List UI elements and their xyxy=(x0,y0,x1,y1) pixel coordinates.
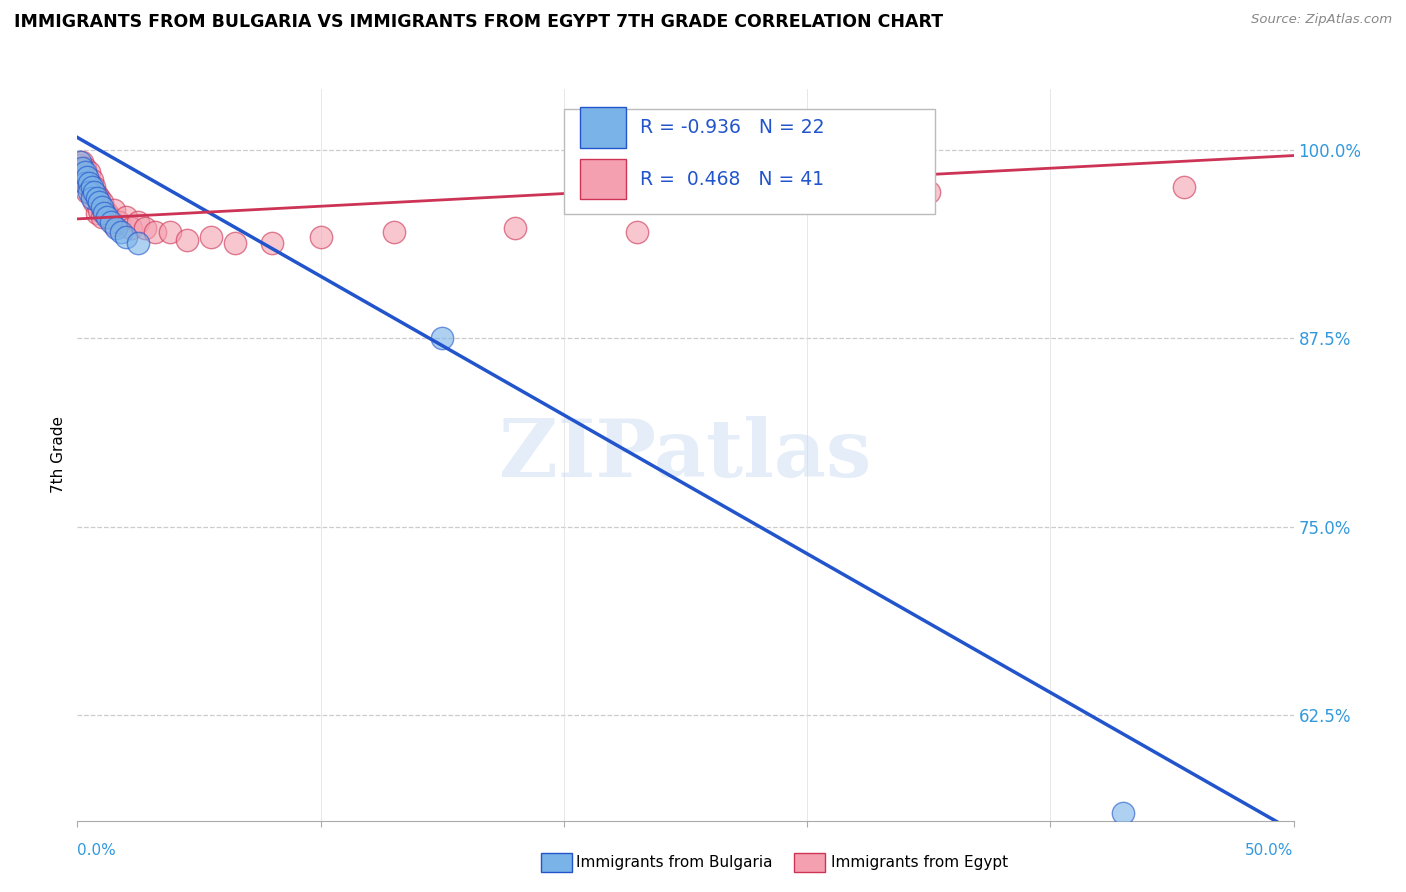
Point xyxy=(89,195,111,210)
Point xyxy=(97,211,120,225)
Point xyxy=(89,202,111,217)
Point xyxy=(70,165,93,179)
Point xyxy=(80,191,103,205)
Text: IMMIGRANTS FROM BULGARIA VS IMMIGRANTS FROM EGYPT 7TH GRADE CORRELATION CHART: IMMIGRANTS FROM BULGARIA VS IMMIGRANTS F… xyxy=(14,13,943,31)
Point xyxy=(110,226,132,240)
Text: R = -0.936   N = 22: R = -0.936 N = 22 xyxy=(640,119,825,137)
Point xyxy=(73,161,96,175)
Point xyxy=(105,221,128,235)
Point xyxy=(143,226,166,240)
Point xyxy=(1173,180,1195,194)
Point xyxy=(79,185,101,199)
Point xyxy=(115,211,138,225)
Point xyxy=(430,331,453,345)
Point xyxy=(93,202,115,217)
Point xyxy=(86,191,108,205)
Point xyxy=(176,233,198,247)
Point xyxy=(73,176,96,190)
Point xyxy=(80,187,103,202)
Point xyxy=(309,230,332,244)
Point xyxy=(73,176,96,190)
Point xyxy=(260,235,283,250)
Text: Immigrants from Bulgaria: Immigrants from Bulgaria xyxy=(576,855,773,870)
Point xyxy=(80,172,103,186)
Point xyxy=(89,191,111,205)
Point xyxy=(200,230,222,244)
Point xyxy=(127,215,149,229)
Point xyxy=(96,206,118,220)
Point xyxy=(70,154,93,169)
Point xyxy=(503,221,526,235)
FancyBboxPatch shape xyxy=(579,108,626,148)
Point xyxy=(115,230,138,244)
Text: ZIPatlas: ZIPatlas xyxy=(499,416,872,494)
Point xyxy=(93,206,115,220)
Text: Source: ZipAtlas.com: Source: ZipAtlas.com xyxy=(1251,13,1392,27)
Point xyxy=(76,169,98,184)
Point xyxy=(79,180,101,194)
Point xyxy=(69,154,91,169)
Point xyxy=(103,218,125,232)
Point xyxy=(1112,806,1135,821)
Point xyxy=(76,185,98,199)
Text: Immigrants from Egypt: Immigrants from Egypt xyxy=(831,855,1008,870)
Point xyxy=(69,158,91,172)
Point xyxy=(90,200,112,214)
Point xyxy=(73,165,96,179)
Point xyxy=(103,202,125,217)
Point xyxy=(79,176,101,190)
Point xyxy=(80,180,103,194)
Point xyxy=(83,185,105,199)
Point xyxy=(79,165,101,179)
Point xyxy=(90,211,112,225)
FancyBboxPatch shape xyxy=(564,109,935,213)
Text: R =  0.468   N = 41: R = 0.468 N = 41 xyxy=(640,169,824,189)
FancyBboxPatch shape xyxy=(579,159,626,199)
Point xyxy=(83,195,105,210)
Point xyxy=(86,187,108,202)
Point xyxy=(382,226,405,240)
Point xyxy=(120,221,142,235)
Point xyxy=(96,211,118,225)
Point xyxy=(86,206,108,220)
Point xyxy=(127,235,149,250)
Point xyxy=(70,161,93,175)
Y-axis label: 7th Grade: 7th Grade xyxy=(51,417,66,493)
Point xyxy=(626,226,648,240)
Text: 50.0%: 50.0% xyxy=(1246,843,1294,858)
Point xyxy=(107,215,129,229)
Point xyxy=(100,215,122,229)
Point xyxy=(90,195,112,210)
Point xyxy=(159,226,181,240)
Point xyxy=(83,180,105,194)
Point xyxy=(76,169,98,184)
Point xyxy=(918,185,941,199)
Point xyxy=(134,221,156,235)
Point xyxy=(224,235,246,250)
Text: 0.0%: 0.0% xyxy=(77,843,117,858)
